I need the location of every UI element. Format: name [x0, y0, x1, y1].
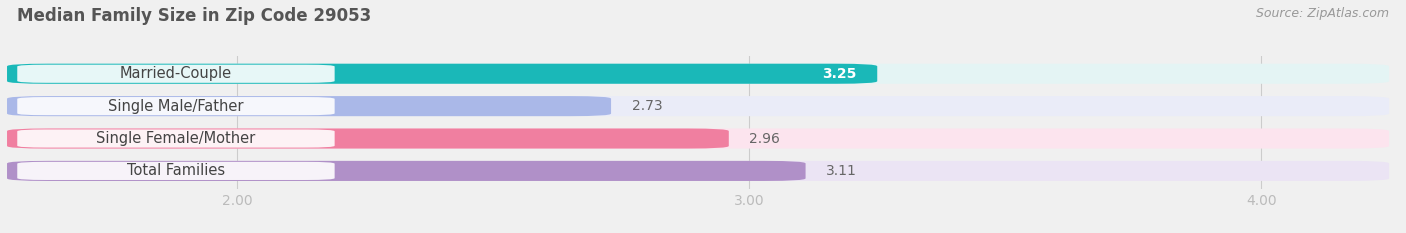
Text: 2.73: 2.73 — [631, 99, 662, 113]
Text: Single Male/Father: Single Male/Father — [108, 99, 243, 114]
Text: Median Family Size in Zip Code 29053: Median Family Size in Zip Code 29053 — [17, 7, 371, 25]
Text: Married-Couple: Married-Couple — [120, 66, 232, 81]
Text: 2.96: 2.96 — [749, 131, 780, 146]
FancyBboxPatch shape — [7, 64, 877, 84]
FancyBboxPatch shape — [17, 97, 335, 115]
FancyBboxPatch shape — [7, 161, 806, 181]
Text: Source: ZipAtlas.com: Source: ZipAtlas.com — [1256, 7, 1389, 20]
FancyBboxPatch shape — [7, 96, 612, 116]
Text: 3.25: 3.25 — [823, 67, 856, 81]
FancyBboxPatch shape — [7, 64, 1389, 84]
FancyBboxPatch shape — [17, 162, 335, 180]
FancyBboxPatch shape — [7, 96, 1389, 116]
FancyBboxPatch shape — [17, 130, 335, 147]
FancyBboxPatch shape — [7, 128, 1389, 149]
Text: Single Female/Mother: Single Female/Mother — [97, 131, 256, 146]
Text: 3.11: 3.11 — [827, 164, 856, 178]
FancyBboxPatch shape — [17, 65, 335, 83]
FancyBboxPatch shape — [7, 161, 1389, 181]
FancyBboxPatch shape — [7, 128, 728, 149]
Text: Total Families: Total Families — [127, 163, 225, 178]
